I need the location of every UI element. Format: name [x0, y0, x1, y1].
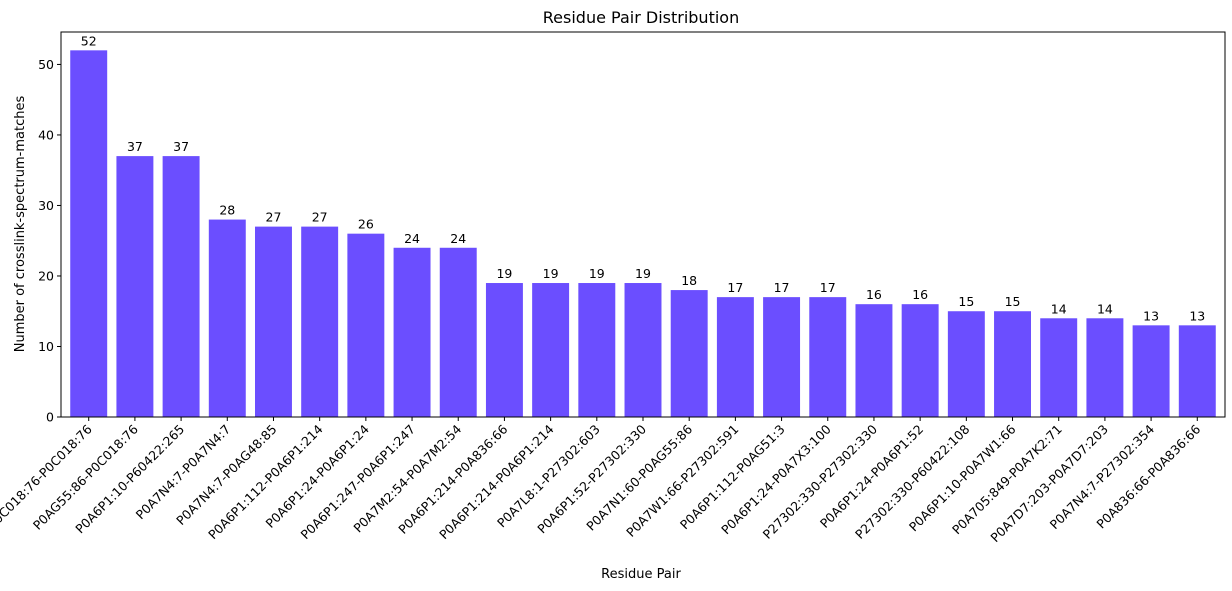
- x-axis-ticks: P0C018:76-P0C018:76P0AG55:86-P0C018:76P0…: [0, 417, 1203, 545]
- bar-17: [809, 297, 847, 417]
- y-tick-label: 40: [38, 127, 54, 142]
- bar-15: [716, 297, 754, 417]
- data-label-9: 24: [450, 231, 466, 246]
- data-label-5: 27: [266, 210, 282, 225]
- bar-21: [994, 311, 1031, 417]
- bar-25: [1178, 325, 1216, 417]
- bar-20: [947, 311, 985, 417]
- y-axis-ticks: 0 10 20 30 40 50: [38, 57, 61, 425]
- chart-title: Residue Pair Distribution: [543, 8, 739, 27]
- data-label-12: 19: [589, 266, 605, 281]
- data-label-7: 26: [358, 217, 374, 232]
- bars-group: [70, 50, 1216, 417]
- y-tick-label: 10: [38, 339, 54, 354]
- data-label-8: 24: [404, 231, 420, 246]
- data-label-17: 17: [820, 280, 836, 295]
- y-tick-label: 50: [38, 57, 54, 72]
- bar-2: [116, 156, 154, 417]
- bar-19: [901, 304, 939, 417]
- bar-8: [393, 247, 431, 417]
- bar-7: [347, 233, 385, 417]
- bar-12: [578, 283, 616, 417]
- y-tick-label: 0: [46, 410, 54, 425]
- bar-23: [1086, 318, 1124, 417]
- data-label-3: 37: [173, 139, 189, 154]
- data-label-20: 15: [958, 294, 974, 309]
- bar-5: [255, 226, 292, 417]
- bar-3: [162, 156, 200, 417]
- data-label-21: 15: [1005, 294, 1021, 309]
- data-label-18: 16: [866, 287, 882, 302]
- bar-10: [485, 283, 523, 417]
- plot-frame: [60, 31, 1226, 418]
- data-label-14: 18: [681, 273, 697, 288]
- data-label-25: 13: [1189, 308, 1205, 323]
- data-label-15: 17: [727, 280, 743, 295]
- bar-6: [301, 226, 339, 417]
- y-axis-label: Number of crosslink-spectrum-matches: [13, 96, 28, 353]
- data-label-22: 14: [1051, 301, 1067, 316]
- data-label-1: 52: [81, 33, 97, 48]
- y-tick-label: 30: [38, 198, 54, 213]
- bar-14: [670, 290, 708, 417]
- data-label-19: 16: [912, 287, 928, 302]
- bar-1: [70, 50, 108, 417]
- data-label-16: 17: [774, 280, 790, 295]
- bar-16: [763, 297, 801, 417]
- data-label-24: 13: [1143, 308, 1159, 323]
- data-label-2: 37: [127, 139, 143, 154]
- y-tick-label: 20: [38, 268, 54, 283]
- bar-9: [439, 247, 477, 417]
- bar-13: [624, 283, 662, 417]
- data-labels-group: 52 37 37 28 27 27 26 24 24 19 19 19 19 18 17 17 17 16 16 15…: [81, 33, 1205, 323]
- data-label-13: 19: [635, 266, 651, 281]
- data-label-6: 27: [312, 210, 328, 225]
- bar-24: [1132, 325, 1170, 417]
- data-label-10: 19: [496, 266, 512, 281]
- bar-4: [208, 219, 246, 417]
- bar-22: [1040, 318, 1078, 417]
- data-label-23: 14: [1097, 301, 1113, 316]
- bar-18: [855, 304, 893, 417]
- data-label-11: 19: [543, 266, 559, 281]
- bar-11: [532, 283, 570, 417]
- x-axis-label: Residue Pair: [601, 567, 681, 582]
- data-label-4: 28: [219, 203, 235, 218]
